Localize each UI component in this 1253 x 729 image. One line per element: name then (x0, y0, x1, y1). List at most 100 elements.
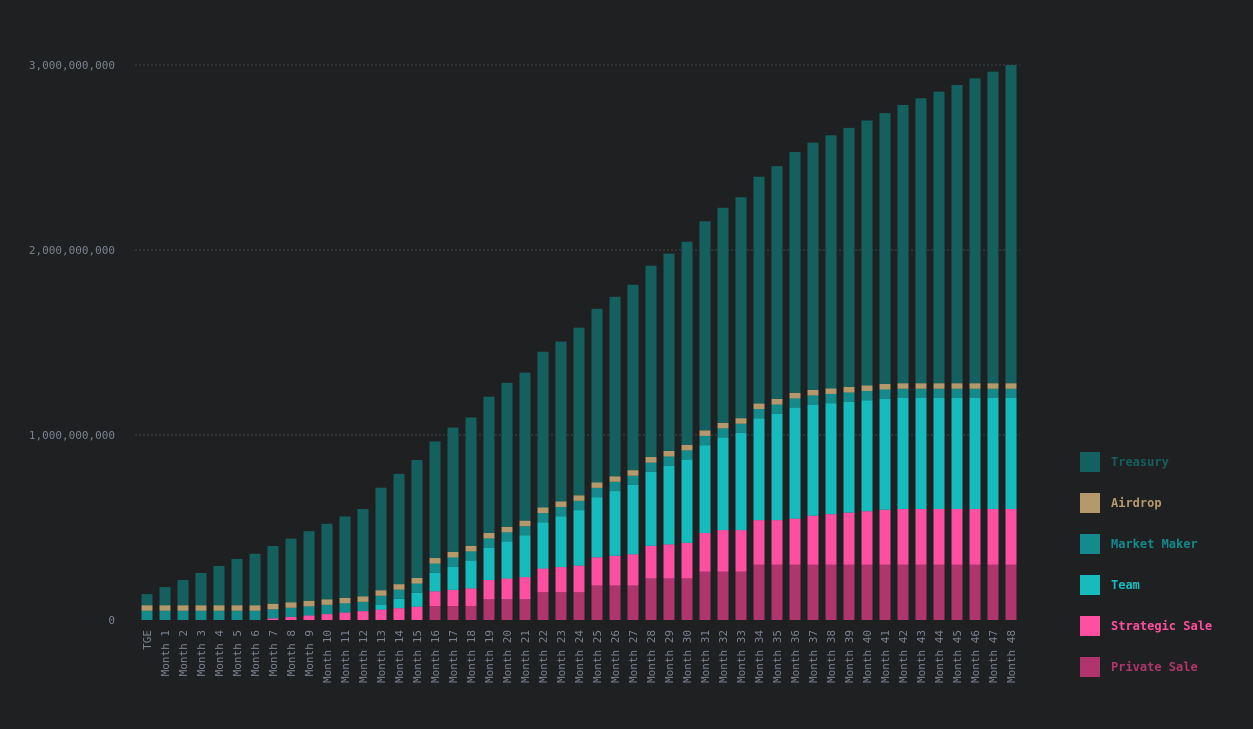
bar-segment-airdrop (861, 385, 873, 391)
legend-item[interactable]: Private Sale (1080, 657, 1250, 677)
bar-segment-team (501, 541, 513, 579)
bar-segment-private-sale (429, 606, 441, 620)
bar-segment-private-sale (735, 571, 747, 620)
x-tick-label: Month 24 (573, 630, 586, 683)
bar-segment-airdrop (231, 605, 243, 611)
x-tick-label: Month 25 (591, 630, 604, 683)
bar-segment-private-sale (447, 606, 459, 620)
x-tick-label: Month 21 (519, 630, 532, 683)
bar-segment-treasury (429, 441, 441, 559)
legend-item[interactable]: Market Maker (1080, 534, 1250, 554)
bar-segment-market-maker (771, 404, 783, 414)
x-tick-label: Month 15 (411, 630, 424, 683)
bar-segment-market-maker (231, 610, 243, 620)
bar-segment-airdrop (915, 383, 927, 389)
bar-segment-strategic-sale (789, 518, 801, 565)
bar-segment-private-sale (861, 564, 873, 620)
bar-segment-strategic-sale (861, 511, 873, 565)
bar-segment-private-sale (483, 599, 495, 620)
x-tick-label: Month 41 (879, 630, 892, 683)
y-tick-label: 3,000,000,000 (29, 59, 115, 72)
bar-segment-private-sale (915, 564, 927, 620)
bar-segment-market-maker (339, 603, 351, 613)
x-tick-label: Month 23 (555, 630, 568, 683)
bar-segment-strategic-sale (951, 509, 963, 565)
legend-label: Strategic Sale (1111, 619, 1213, 633)
bar-segment-market-maker (681, 450, 693, 460)
bar-segment-team (717, 437, 729, 531)
bar-segment-airdrop (141, 605, 153, 611)
bar-segment-market-maker (357, 601, 369, 612)
bar-segment-private-sale (591, 585, 603, 620)
bar-segment-market-maker (465, 551, 477, 561)
bar-segment-treasury (393, 473, 405, 585)
bar-segment-airdrop (843, 386, 855, 393)
legend-item[interactable]: Treasury (1080, 452, 1250, 472)
bar-segment-team (951, 398, 963, 509)
bar-segment-airdrop (195, 605, 207, 611)
bar-segment-strategic-sale (969, 509, 981, 565)
bar-segment-treasury (951, 84, 963, 384)
x-tick-label: Month 45 (951, 630, 964, 683)
bar-segment-treasury (249, 553, 261, 606)
bar-segment-treasury (609, 296, 621, 477)
x-tick-label: Month 40 (861, 630, 874, 683)
y-tick-label: 1,000,000,000 (29, 429, 115, 442)
bar-segment-strategic-sale (285, 617, 297, 620)
bar-segment-treasury (465, 417, 477, 546)
x-tick-label: Month 2 (177, 630, 190, 676)
bar-segment-team (573, 510, 585, 566)
bar-segment-airdrop (645, 457, 657, 463)
bar-segment-treasury (447, 427, 459, 552)
bar-segment-team (861, 400, 873, 512)
bar-segment-strategic-sale (429, 591, 441, 607)
bar-segment-airdrop (735, 418, 747, 424)
bar-segment-airdrop (393, 584, 405, 590)
bar-segment-market-maker (645, 462, 657, 472)
x-tick-label: Month 11 (339, 630, 352, 683)
bar-segment-market-maker (843, 392, 855, 402)
x-tick-label: Month 22 (537, 630, 550, 683)
bar-segment-market-maker (951, 388, 963, 398)
bar-segment-market-maker (717, 428, 729, 438)
bar-segment-strategic-sale (501, 578, 513, 600)
x-tick-label: Month 32 (717, 630, 730, 683)
bar-segment-private-sale (789, 564, 801, 620)
bar-segment-treasury (969, 78, 981, 384)
bar-segment-treasury (663, 253, 675, 451)
bar-segment-team (789, 407, 801, 519)
bar-segment-airdrop (753, 403, 765, 410)
bar-segment-team (969, 398, 981, 509)
bar-segment-market-maker (933, 388, 945, 398)
bar-segment-strategic-sale (573, 565, 585, 593)
bar-segment-strategic-sale (807, 515, 819, 565)
bar-segment-airdrop (1005, 383, 1017, 389)
x-tick-label: Month 18 (465, 630, 478, 683)
bar-stacks (141, 65, 1017, 620)
x-tick-label: Month 35 (771, 630, 784, 683)
legend-item[interactable]: Strategic Sale (1080, 616, 1250, 636)
x-tick-label: Month 19 (483, 630, 496, 683)
bar-segment-market-maker (519, 526, 531, 536)
x-tick-label: Month 8 (285, 630, 298, 676)
bar-segment-treasury (879, 113, 891, 384)
bar-segment-market-maker (483, 538, 495, 548)
bar-segment-market-maker (321, 604, 333, 615)
bar-segment-treasury (843, 127, 855, 387)
bar-segment-team (375, 605, 387, 610)
bar-segment-market-maker (195, 610, 207, 620)
bar-segment-strategic-sale (771, 520, 783, 565)
bar-segment-airdrop (663, 450, 675, 457)
legend-item[interactable]: Team (1080, 575, 1250, 595)
x-tick-label: Month 31 (699, 630, 712, 683)
legend-item[interactable]: Airdrop (1080, 493, 1250, 513)
x-tick-label: Month 5 (231, 630, 244, 676)
bar-segment-airdrop (933, 383, 945, 389)
bar-segment-team (537, 522, 549, 569)
bar-segment-team (879, 398, 891, 510)
x-tick-label: Month 42 (897, 630, 910, 683)
bar-segment-treasury (645, 265, 657, 458)
x-tick-label: Month 38 (825, 630, 838, 683)
bar-segment-market-maker (1005, 388, 1017, 398)
bar-segment-private-sale (753, 564, 765, 620)
